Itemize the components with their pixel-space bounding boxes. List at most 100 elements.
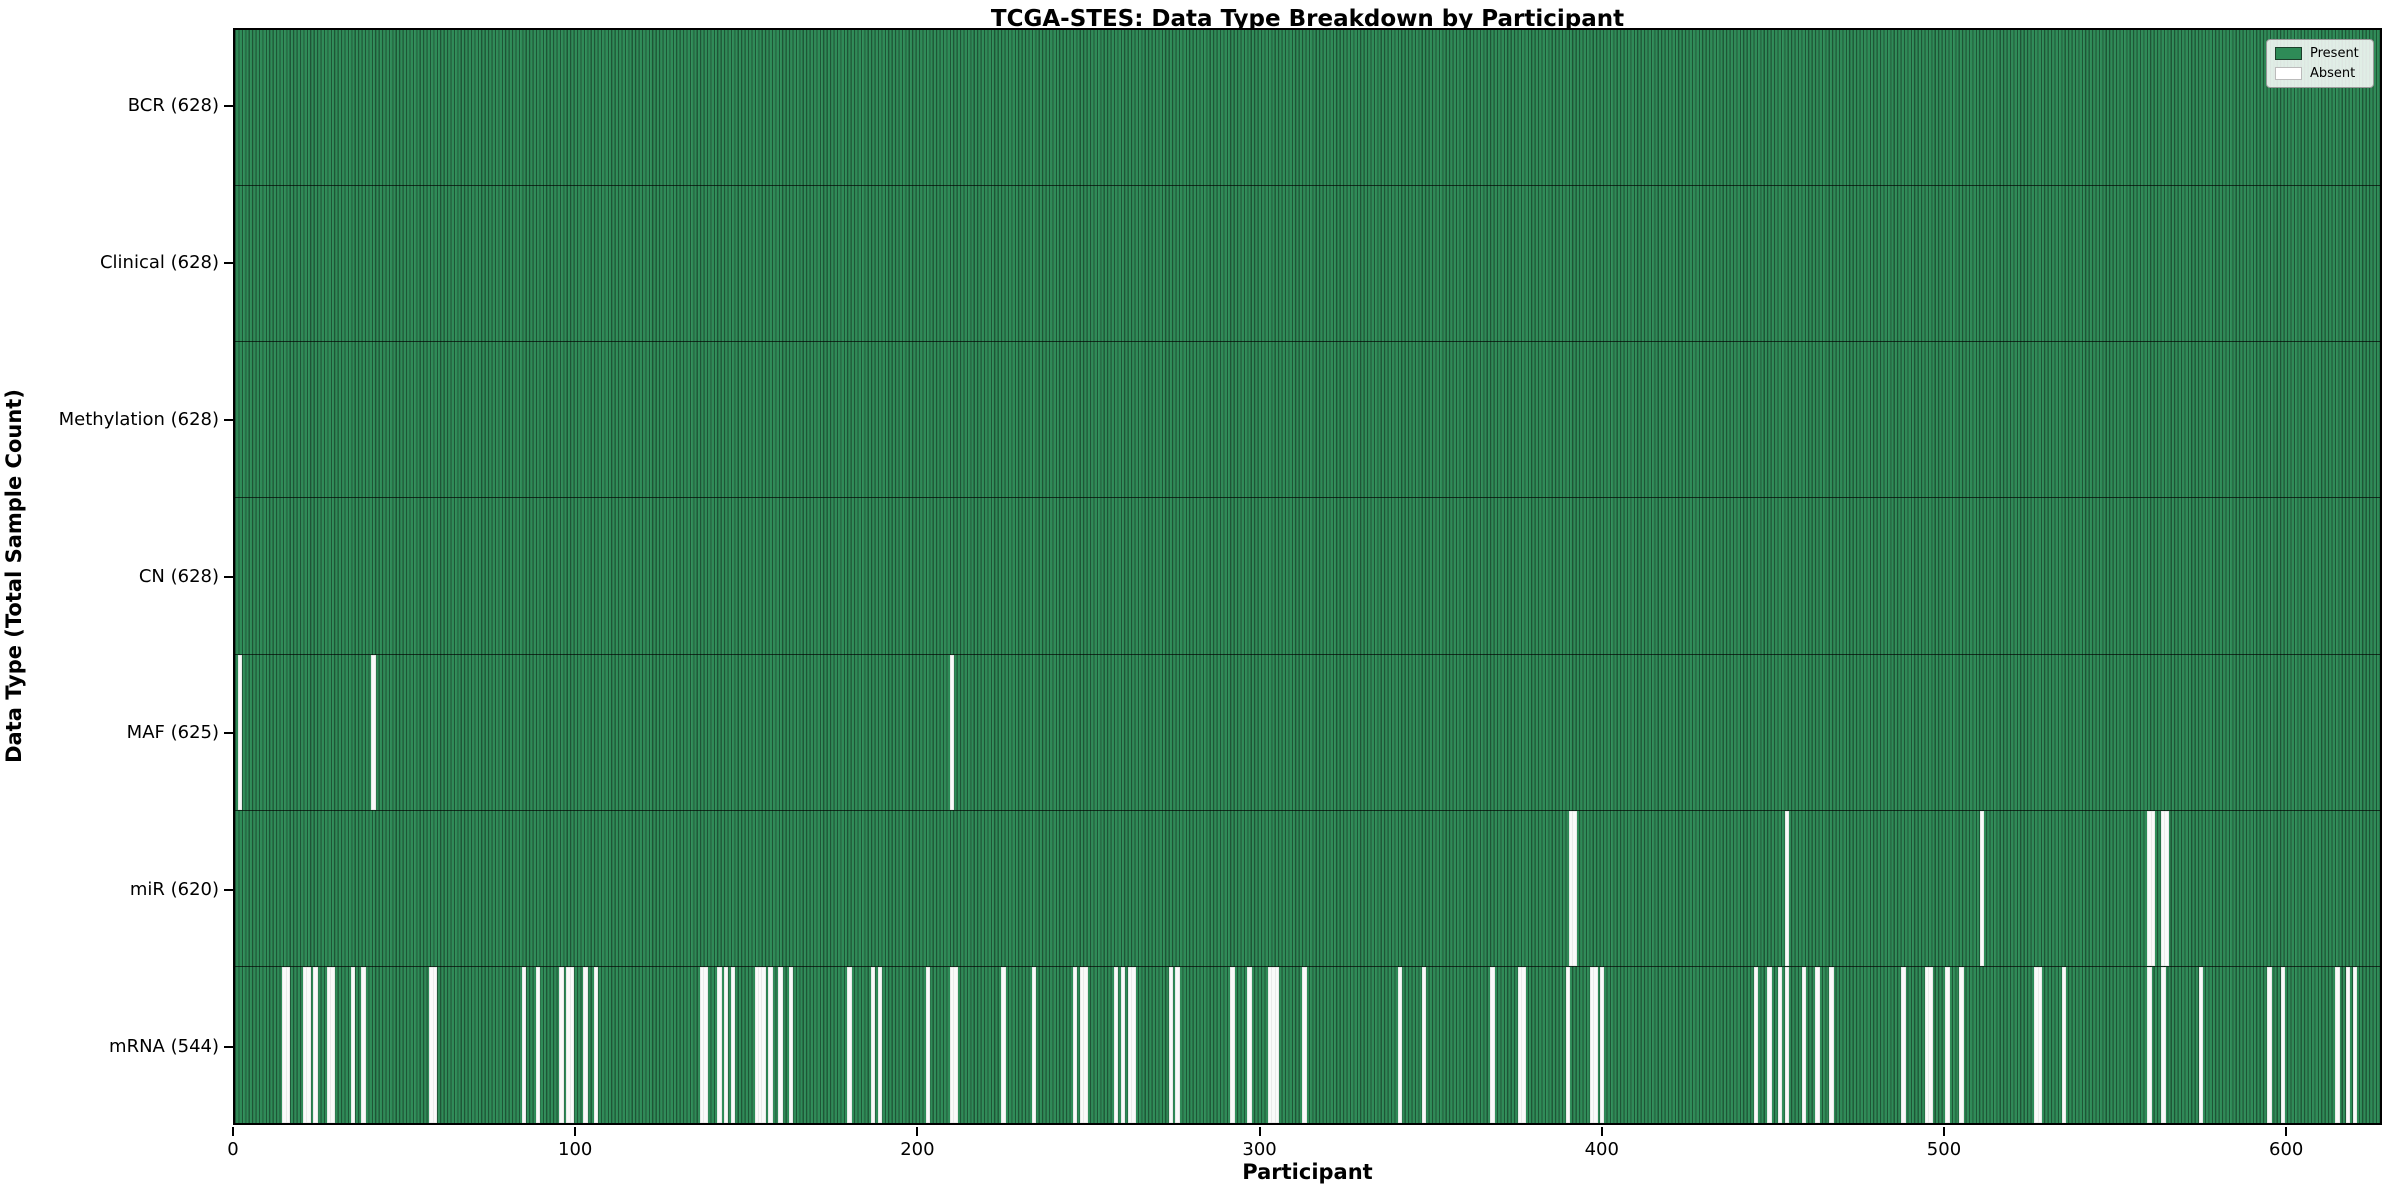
y-tick-mark xyxy=(224,575,233,578)
absent-mark xyxy=(925,966,931,1123)
absent-mark xyxy=(699,966,705,1123)
y-tick-mark xyxy=(224,1045,233,1048)
absent-mark xyxy=(2352,966,2358,1123)
row-band-BCR xyxy=(235,30,2380,187)
absent-mark xyxy=(768,966,773,1123)
absent-mark xyxy=(1517,966,1523,1123)
absent-mark xyxy=(1267,966,1273,1123)
y-tick-label-MAF: MAF (625) xyxy=(126,722,219,744)
absent-mark xyxy=(1784,966,1790,1123)
row-band-Methylation xyxy=(235,342,2380,499)
absent-mark xyxy=(1230,966,1235,1123)
absent-mark xyxy=(2150,810,2156,966)
absent-mark xyxy=(535,966,541,1123)
absent-mark xyxy=(2198,966,2204,1123)
absent-mark xyxy=(1000,966,1006,1123)
absent-mark xyxy=(1120,966,1126,1123)
y-tick-label-CN: CN (628) xyxy=(138,565,219,587)
absent-mark xyxy=(1568,810,1574,966)
absent-mark xyxy=(583,966,589,1123)
absent-mark xyxy=(593,966,599,1123)
row-band-MAF xyxy=(235,654,2380,811)
x-tick-mark xyxy=(1258,1127,1261,1136)
absent-mark xyxy=(2335,966,2341,1123)
absent-mark xyxy=(2345,966,2351,1123)
x-tick-label-200: 200 xyxy=(900,1139,935,1160)
absent-mark xyxy=(1421,966,1427,1123)
absent-mark xyxy=(949,966,955,1123)
absent-mark xyxy=(788,966,794,1123)
legend-label-present: Present xyxy=(2310,46,2359,61)
x-axis-label: Participant xyxy=(1242,1160,1373,1184)
absent-mark xyxy=(1900,966,1906,1123)
y-tick-label-miR: miR (620) xyxy=(129,878,219,900)
absent-mark xyxy=(237,654,243,810)
absent-mark xyxy=(2034,966,2039,1123)
y-axis-label: Data Type (Total Sample Count) xyxy=(2,389,26,763)
x-tick-label-100: 100 xyxy=(558,1139,593,1160)
legend-item-present: Present xyxy=(2275,46,2365,61)
row-band-Clinical xyxy=(235,186,2380,343)
absent-mark xyxy=(723,966,729,1123)
legend: Present Absent xyxy=(2266,39,2374,88)
absent-mark xyxy=(1490,966,1495,1123)
x-tick-mark xyxy=(232,1127,234,1136)
absent-mark xyxy=(953,966,958,1123)
y-tick-label-mRNA: mRNA (544) xyxy=(109,1035,219,1057)
absent-mark xyxy=(1271,966,1276,1123)
absent-mark xyxy=(1083,966,1088,1123)
absent-mark xyxy=(429,966,435,1123)
x-tick-label-300: 300 xyxy=(1242,1139,1277,1160)
x-tick-mark xyxy=(574,1127,577,1136)
absent-mark xyxy=(2160,810,2166,966)
absent-mark xyxy=(1521,966,1526,1123)
absent-mark xyxy=(302,966,308,1123)
absent-mark xyxy=(2267,966,2272,1123)
absent-mark xyxy=(761,966,766,1123)
absent-mark xyxy=(870,966,876,1123)
x-tick-label-500: 500 xyxy=(1926,1139,1962,1160)
row-band-CN xyxy=(235,498,2380,655)
y-tick-mark xyxy=(224,262,233,265)
absent-mark xyxy=(1924,966,1930,1123)
absent-mark xyxy=(1829,966,1834,1123)
absent-mark xyxy=(1565,966,1571,1123)
absent-mark xyxy=(566,966,571,1123)
y-tick-mark xyxy=(224,105,233,108)
absent-mark xyxy=(306,966,311,1123)
absent-mark xyxy=(2160,966,2166,1123)
absent-mark xyxy=(1072,966,1078,1123)
legend-label-absent: Absent xyxy=(2310,66,2356,81)
x-tick-mark xyxy=(1600,1127,1603,1136)
absent-mark xyxy=(432,966,438,1123)
row-band-miR xyxy=(235,810,2380,967)
absent-mark xyxy=(569,966,575,1123)
absent-mark xyxy=(1959,966,1964,1123)
absent-mark xyxy=(1168,966,1174,1123)
absent-mark xyxy=(1945,966,1950,1123)
absent-mark xyxy=(371,654,376,810)
absent-mark xyxy=(1589,966,1595,1123)
absent-mark xyxy=(754,966,760,1123)
absent-mark xyxy=(1784,810,1790,966)
absent-mark xyxy=(1302,966,1307,1123)
absent-mark xyxy=(778,966,784,1123)
absent-mark xyxy=(2061,966,2067,1123)
absent-mark xyxy=(730,966,736,1123)
absent-mark xyxy=(846,966,852,1123)
absent-mark xyxy=(1801,966,1807,1123)
absent-mark xyxy=(1127,966,1133,1123)
absent-mark xyxy=(1175,966,1181,1123)
absent-mark xyxy=(1130,966,1136,1123)
y-tick-label-Clinical: Clinical (628) xyxy=(99,252,219,274)
x-tick-mark xyxy=(2285,1127,2288,1136)
absent-mark xyxy=(313,966,318,1123)
absent-mark xyxy=(2280,966,2286,1123)
absent-mark xyxy=(282,966,287,1123)
y-tick-label-BCR: BCR (628) xyxy=(127,95,219,117)
plot-area xyxy=(233,28,2382,1125)
absent-mark xyxy=(326,966,332,1123)
x-tick-mark xyxy=(916,1127,919,1136)
absent-mark xyxy=(350,966,356,1123)
absent-mark xyxy=(521,966,527,1123)
